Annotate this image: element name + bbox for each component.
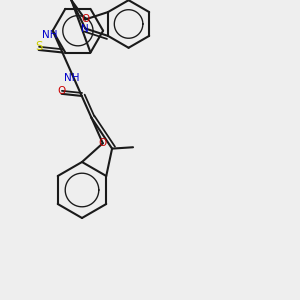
Text: N: N — [82, 23, 89, 34]
Text: O: O — [99, 138, 107, 148]
Text: O: O — [81, 14, 89, 24]
Text: NH: NH — [42, 30, 57, 40]
Text: NH: NH — [64, 73, 80, 83]
Text: O: O — [58, 86, 66, 96]
Text: S: S — [35, 40, 42, 53]
